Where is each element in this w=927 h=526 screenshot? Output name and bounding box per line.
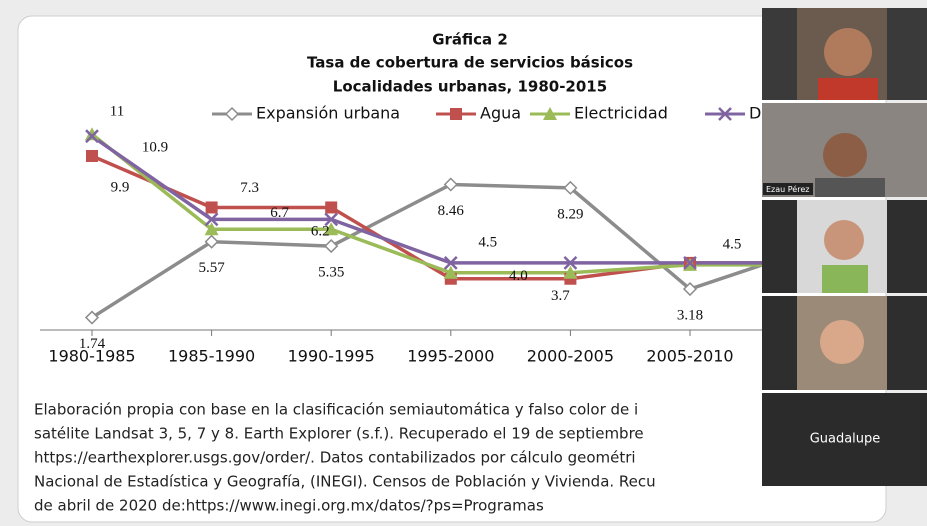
data-label: 4.5 xyxy=(478,234,497,250)
legend-label: D xyxy=(749,104,761,123)
x-tick-label: 2000-2005 xyxy=(527,347,614,366)
participant-body xyxy=(822,265,868,293)
x-tick-label: 1995-2000 xyxy=(407,347,494,366)
data-label: 8.29 xyxy=(557,206,583,222)
data-label: 5.35 xyxy=(318,265,344,281)
screen: Gráfica 2 Tasa de cobertura de servicios… xyxy=(0,0,927,526)
participant-face xyxy=(824,28,872,76)
data-label: 11 xyxy=(110,104,124,120)
note-line: https://earthexplorer.usgs.gov/order/. D… xyxy=(34,449,636,467)
participant-body xyxy=(815,178,885,197)
participant-face xyxy=(820,320,864,364)
data-label: 1.74 xyxy=(79,336,106,352)
x-tick-label: 1985-1990 xyxy=(168,347,255,366)
marker xyxy=(86,150,98,162)
data-label: 4.0 xyxy=(509,268,528,284)
participant-body xyxy=(818,78,878,100)
data-label: 6.2 xyxy=(311,224,330,240)
note-line: Nacional de Estadística y Geografía, (IN… xyxy=(34,473,656,491)
x-tick-label: 1990-1995 xyxy=(288,347,375,366)
data-label: 3.18 xyxy=(677,307,703,323)
participant-face xyxy=(823,133,867,177)
participant-label: Ezau Pérez xyxy=(766,184,809,194)
legend-label: Electricidad xyxy=(574,104,668,123)
note-line: satélite Landsat 3, 5, 7 y 8. Earth Expl… xyxy=(34,425,644,443)
data-label: 9.9 xyxy=(111,179,130,195)
data-label: 4.5 xyxy=(723,236,742,252)
data-label: 8.46 xyxy=(438,203,465,219)
chart-subtitle: Tasa de cobertura de servicios básicos xyxy=(307,54,633,72)
data-label: 10.9 xyxy=(142,140,168,156)
participant-face xyxy=(824,220,864,260)
video-tiles: Ezau Pérez Guadalupe xyxy=(762,8,927,486)
x-tick-label: 2005-2010 xyxy=(646,347,733,366)
note-line: Elaboración propia con base en la clasif… xyxy=(34,401,638,419)
data-label: 6.7 xyxy=(270,205,289,221)
marker xyxy=(206,201,218,213)
chart-subtitle: Localidades urbanas, 1980-2015 xyxy=(333,78,607,96)
legend-marker xyxy=(450,108,462,120)
note-line: de abril de 2020 de:https://www.inegi.or… xyxy=(34,497,544,515)
participant-name: Guadalupe xyxy=(810,432,881,447)
data-label: 5.57 xyxy=(198,260,225,276)
legend-label: Agua xyxy=(480,104,521,123)
data-label: 7.3 xyxy=(240,180,259,196)
chart-title: Gráfica 2 xyxy=(432,31,508,49)
data-label: 3.7 xyxy=(551,288,570,304)
legend-label: Expansión urbana xyxy=(256,104,400,123)
marker xyxy=(325,201,337,213)
